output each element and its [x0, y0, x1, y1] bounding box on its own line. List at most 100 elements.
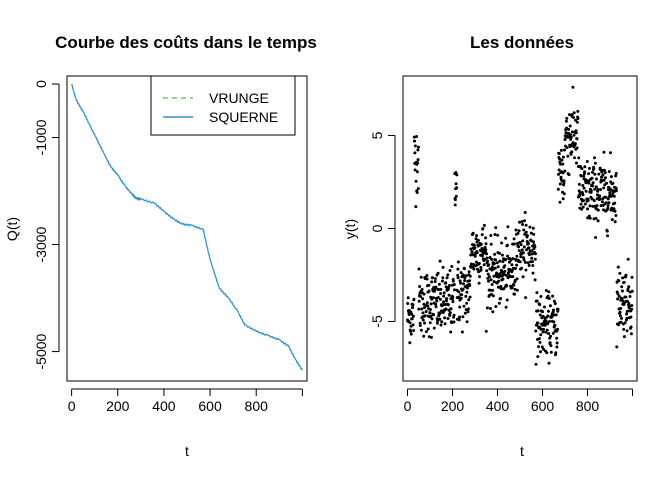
scatter-point — [419, 328, 423, 332]
scatter-point — [490, 257, 494, 261]
scatter-point — [449, 307, 453, 311]
scatter-point — [421, 318, 425, 322]
scatter-point — [437, 282, 441, 286]
scatter-point — [580, 167, 584, 171]
scatter-point — [433, 280, 437, 283]
scatter-point — [509, 258, 513, 262]
scatter-point — [505, 273, 508, 277]
scatter-point — [539, 333, 543, 337]
scatter-point — [536, 321, 540, 325]
scatter-point — [614, 172, 618, 175]
scatter-point — [410, 317, 414, 321]
scatter-point — [594, 216, 598, 220]
scatter-point — [626, 299, 629, 303]
scatter-point — [530, 260, 534, 264]
scatter-point — [618, 314, 622, 318]
scatter-point — [617, 323, 620, 327]
scatter-point — [416, 158, 420, 162]
scatter-point — [453, 203, 457, 207]
cost-curve-panel: Courbe des coûts dans le temps 0 -1000 -30… — [4, 33, 317, 459]
scatter-point — [417, 145, 420, 149]
scatter-point — [591, 181, 595, 185]
scatter-point — [521, 239, 525, 243]
scatter-point — [527, 246, 531, 250]
scatter-point — [469, 247, 473, 251]
scatter-point — [594, 236, 598, 239]
scatter-point — [557, 172, 560, 176]
scatter-point — [588, 204, 592, 208]
scatter-point — [577, 189, 581, 193]
x-tick-label: 600 — [198, 398, 222, 414]
scatter-point — [560, 158, 564, 162]
scatter-point — [419, 295, 423, 298]
scatter-point — [584, 189, 588, 193]
scatter-point — [588, 216, 592, 220]
scatter-point — [600, 200, 604, 204]
scatter-point — [490, 283, 494, 286]
scatter-point — [413, 168, 417, 172]
scatter-point — [496, 233, 500, 237]
scatter-point — [548, 304, 552, 308]
scatter-point — [489, 234, 493, 237]
scatter-point — [498, 259, 502, 263]
scatter-point — [575, 161, 578, 165]
scatter-point — [555, 341, 559, 345]
scatter-point — [434, 285, 438, 289]
scatter-point — [474, 260, 478, 264]
scatter-point — [582, 174, 586, 178]
scatter-point — [430, 280, 434, 284]
scatter-point — [471, 231, 475, 235]
scatter-point — [556, 187, 560, 191]
scatter-point — [541, 347, 545, 351]
scatter-point — [563, 169, 567, 173]
scatter-point — [597, 172, 601, 176]
scatter-point — [429, 335, 433, 339]
scatter-point — [512, 237, 516, 241]
scatter-point — [432, 326, 436, 330]
scatter-point — [439, 287, 443, 291]
scatter-point — [620, 289, 624, 293]
x-tick-label: 600 — [531, 398, 555, 414]
legend-label-squerne: SQUERNE — [209, 109, 278, 125]
scatter-point — [525, 234, 529, 237]
scatter-point — [427, 289, 431, 293]
scatter-point — [627, 285, 631, 289]
scatter-point — [582, 186, 586, 190]
x-tick-label: 0 — [404, 398, 412, 414]
scatter-point — [616, 297, 620, 301]
scatter-point — [458, 315, 461, 319]
scatter-point — [438, 259, 442, 263]
scatter-point — [412, 297, 416, 301]
scatter-point — [466, 310, 470, 314]
scatter-point — [601, 173, 605, 177]
scatter-point — [610, 218, 614, 222]
scatter-point — [449, 330, 453, 334]
scatter-point — [552, 308, 555, 312]
scatter-point — [462, 267, 466, 271]
chart-title: Les données — [470, 33, 574, 52]
scatter-point — [531, 264, 535, 267]
scatter-point — [477, 261, 481, 265]
scatter-point — [441, 265, 445, 269]
scatter-point — [585, 160, 589, 163]
y-axis: -5 0 5 — [369, 131, 396, 328]
plot-frame — [402, 75, 638, 382]
scatter-point — [406, 296, 410, 300]
scatter-point — [598, 197, 602, 201]
scatter-point — [458, 305, 462, 309]
scatter-point — [444, 299, 448, 303]
scatter-point — [609, 151, 612, 155]
scatter-point — [532, 232, 536, 236]
scatter-point — [422, 302, 426, 306]
scatter-point — [409, 329, 413, 333]
scatter-point — [444, 281, 448, 285]
scatter-point — [485, 306, 489, 310]
scatter-point — [617, 279, 621, 283]
scatter-point — [473, 246, 477, 250]
scatter-point — [569, 152, 573, 156]
scatter-point — [420, 288, 424, 291]
scatter-point — [421, 297, 425, 301]
scatter-point — [589, 189, 593, 193]
scatter-point — [489, 242, 493, 246]
scatter-point — [413, 139, 416, 143]
